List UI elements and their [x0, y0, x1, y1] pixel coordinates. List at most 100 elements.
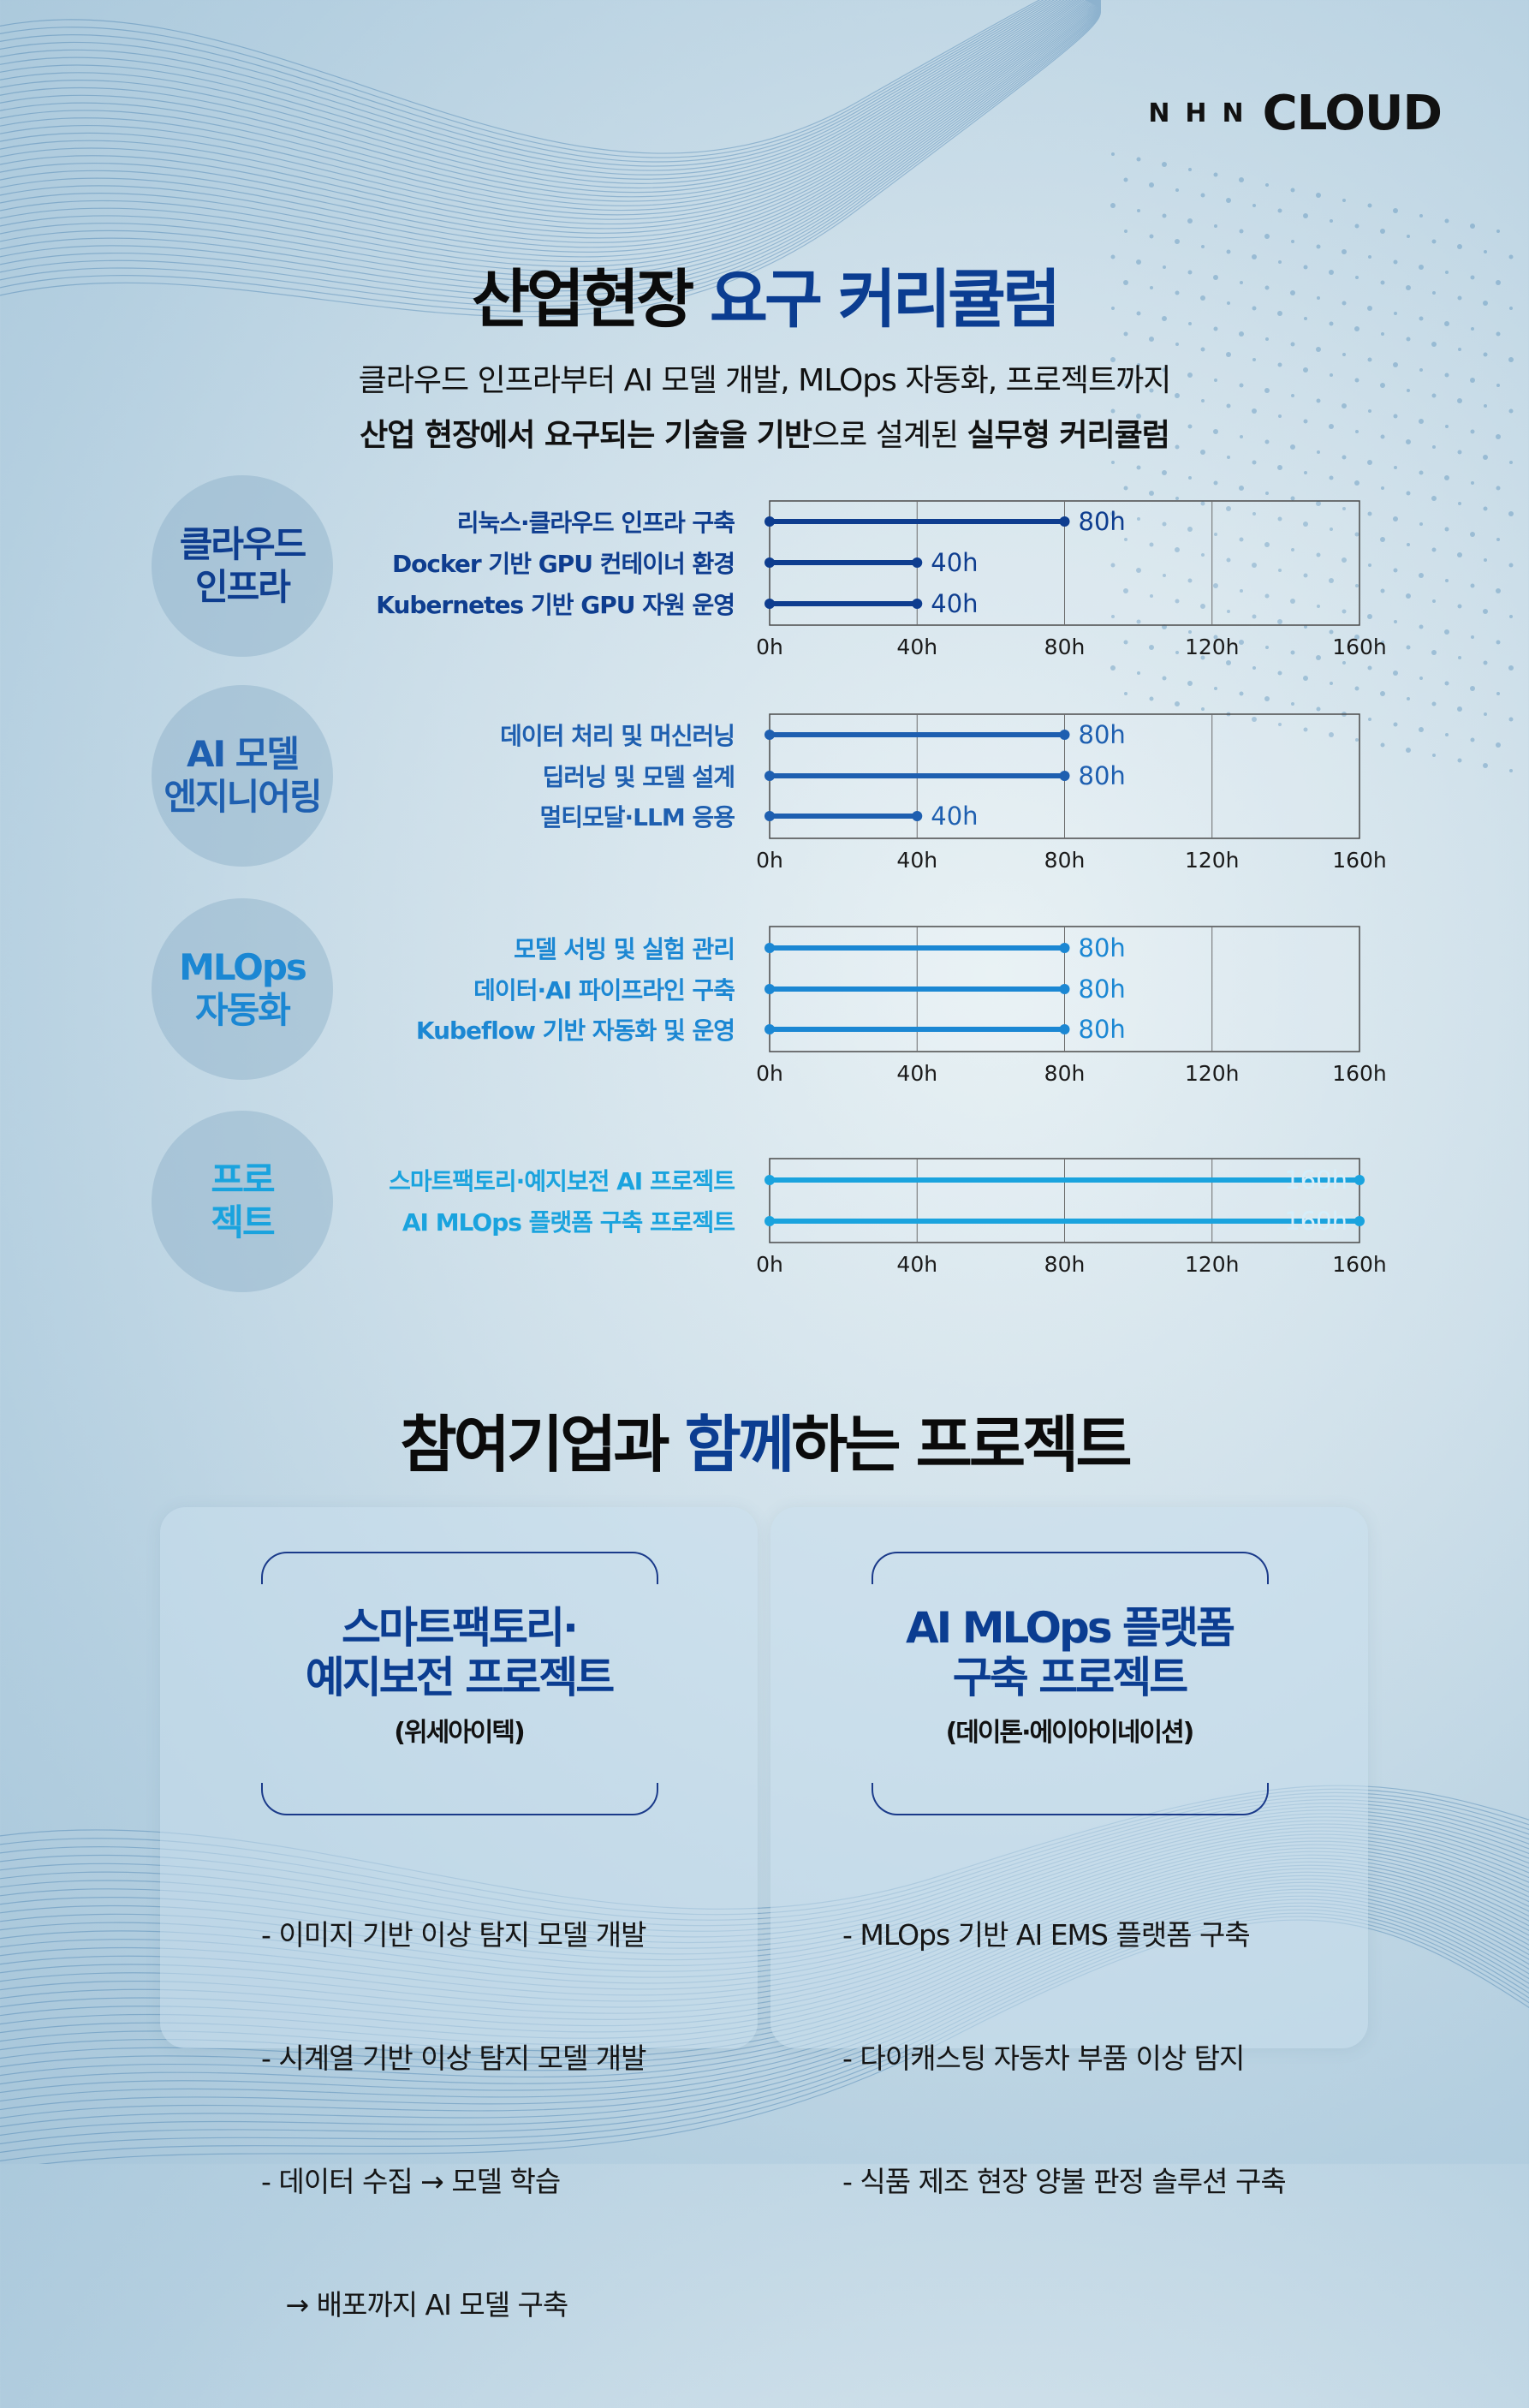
- intro-bold-1: 산업 현장에서 요구되는 기술을 기반: [360, 418, 812, 453]
- x-tick-label: 120h: [1185, 1061, 1240, 1086]
- card-bracket-top: [261, 1552, 658, 1584]
- bar-value-label: 40h: [931, 589, 978, 618]
- category-circle: 프로 젝트: [152, 1111, 333, 1292]
- list-item: → 배포까지 AI 모델 구축: [261, 2288, 568, 2322]
- project-card-company: (위세아이텍): [394, 1718, 525, 1748]
- x-tick-label: 80h: [1044, 635, 1086, 659]
- bar-end-dot: [912, 557, 923, 568]
- row-label: 모델 서빙 및 실험 관리: [514, 935, 735, 963]
- curriculum-intro: 클라우드 인프라부터 AI 모델 개발, MLOps 자동화, 프로젝트까지 산…: [0, 355, 1529, 455]
- category-circle: 클라우드 인프라: [152, 475, 333, 657]
- x-tick-label: 40h: [896, 1061, 937, 1086]
- row-label: AI MLOps 플랫폼 구축 프로젝트: [402, 1208, 735, 1237]
- x-tick-label: 0h: [756, 1061, 783, 1086]
- row-label: 스마트팩토리·예지보전 AI 프로젝트: [389, 1167, 735, 1195]
- curriculum-title-highlight: 요구 커리큘럼: [709, 263, 1061, 337]
- bar-start-dot: [764, 599, 775, 609]
- bar-end-dot: [1059, 771, 1070, 781]
- bar-end-dot: [1354, 1216, 1365, 1226]
- card-bracket-bottom: [261, 1783, 658, 1815]
- x-tick-label: 160h: [1332, 1061, 1387, 1086]
- bar-value-label: 80h: [1079, 507, 1126, 536]
- row-label: 데이터·AI 파이프라인 구축: [473, 976, 735, 1004]
- row-label: 리눅스·클라우드 인프라 구축: [456, 509, 735, 537]
- list-item: - 데이터 수집 → 모델 학습: [261, 2165, 561, 2198]
- bar-value-label: 80h: [1079, 720, 1126, 749]
- row-label: 데이터 처리 및 머신러닝: [500, 722, 735, 750]
- project-card-company: (데이톤·에이아이네이션): [945, 1718, 1195, 1748]
- x-tick-label: 0h: [756, 848, 783, 873]
- intro-bold-2: 실무형 커리큘럼: [967, 418, 1170, 453]
- logo-cloud-text: CLOUD: [1262, 86, 1443, 141]
- project-card-items: - 이미지 기반 이상 탐지 모델 개발 - 시계열 기반 이상 탐지 모델 개…: [261, 1833, 647, 2408]
- x-tick-label: 120h: [1185, 1252, 1240, 1277]
- x-tick-label: 0h: [756, 635, 783, 659]
- bar-end-dot: [912, 599, 923, 609]
- bar-end-dot: [1059, 984, 1070, 994]
- bar-start-dot: [764, 771, 775, 781]
- nhn-cloud-logo: NHN CLOUD: [1148, 86, 1443, 141]
- project-card-smart-factory: 스마트팩토리· 예지보전 프로젝트 (위세아이텍) - 이미지 기반 이상 탐지…: [160, 1507, 758, 2322]
- bar-start-dot: [764, 516, 775, 527]
- bar-start-dot: [764, 984, 775, 994]
- x-tick-label: 120h: [1185, 848, 1240, 873]
- projects-title-part1: 참여기업과: [400, 1409, 685, 1481]
- project-card-title: 스마트팩토리· 예지보전 프로젝트: [305, 1603, 615, 1702]
- bar-value-label: 80h: [1079, 1015, 1126, 1044]
- list-item: - 이미지 기반 이상 탐지 모델 개발: [261, 1918, 647, 1952]
- x-tick-label: 160h: [1332, 635, 1387, 659]
- bar-start-dot: [764, 943, 775, 953]
- list-item: - MLOps 기반 AI EMS 플랫폼 구축: [842, 1918, 1251, 1952]
- bar-end-dot: [1059, 730, 1070, 740]
- projects-title-highlight: 함께: [684, 1409, 795, 1481]
- list-item: - 다이캐스팅 자동차 부품 이상 탐지: [842, 2041, 1245, 2075]
- curriculum-title: 산업현장 요구 커리큘럼: [0, 248, 1529, 340]
- bar-end-dot: [1059, 943, 1070, 953]
- row-label: Kubeflow 기반 자동화 및 운영: [415, 1016, 735, 1045]
- card-bracket-top: [872, 1552, 1269, 1584]
- bar-value-label: 80h: [1079, 975, 1126, 1004]
- row-label: 딥러닝 및 모델 설계: [542, 763, 735, 791]
- bar-value-label: 160h: [1284, 1207, 1348, 1236]
- x-tick-label: 160h: [1332, 1252, 1387, 1277]
- bar-value-label: 80h: [1079, 761, 1126, 790]
- bar-start-dot: [764, 811, 775, 821]
- bar-value-label: 40h: [931, 548, 978, 577]
- intro-line-2: 산업 현장에서 요구되는 기술을 기반으로 설계된 실무형 커리큘럼: [0, 410, 1529, 455]
- x-tick-label: 40h: [896, 848, 937, 873]
- bar-end-dot: [1059, 1024, 1070, 1034]
- list-item: - 식품 제조 현장 양불 판정 솔루션 구축: [842, 2165, 1287, 2198]
- row-label: Kubernetes 기반 GPU 자원 운영: [376, 591, 735, 619]
- logo-nhn-text: NHN: [1148, 98, 1259, 128]
- x-tick-label: 160h: [1332, 848, 1387, 873]
- project-card-title: AI MLOps 플랫폼 구축 프로젝트: [905, 1603, 1235, 1702]
- bar-value-label: 40h: [931, 802, 978, 831]
- x-tick-label: 120h: [1185, 635, 1240, 659]
- intro-line-1: 클라우드 인프라부터 AI 모델 개발, MLOps 자동화, 프로젝트까지: [358, 363, 1172, 398]
- row-label: 멀티모달·LLM 응용: [539, 803, 735, 831]
- x-tick-label: 0h: [756, 1252, 783, 1277]
- bar-value-label: 160h: [1284, 1165, 1348, 1195]
- bar-value-label: 80h: [1079, 933, 1126, 963]
- category-circle: AI 모델 엔지니어링: [152, 685, 333, 867]
- x-tick-label: 40h: [896, 635, 937, 659]
- intro-text-1: 으로 설계된: [812, 418, 967, 453]
- bar-start-dot: [764, 1024, 775, 1034]
- curriculum-chart-svg: 0h 40h 80h 120h 160h 80h 40h 40h 0h 40h 80h 120h 160…: [756, 500, 1387, 1277]
- bar-end-dot: [912, 811, 923, 821]
- projects-title-part3: 하는 프로젝트: [791, 1409, 1133, 1481]
- project-card-mlops-platform: AI MLOps 플랫폼 구축 프로젝트 (데이톤·에이아이네이션) - MLO…: [770, 1507, 1368, 2198]
- card-bracket-bottom: [872, 1783, 1269, 1815]
- project-card-items: - MLOps 기반 AI EMS 플랫폼 구축 - 다이캐스팅 자동차 부품 …: [842, 1833, 1287, 2285]
- x-tick-label: 40h: [896, 1252, 937, 1277]
- x-tick-label: 80h: [1044, 848, 1086, 873]
- bar-end-dot: [1354, 1175, 1365, 1185]
- bar-start-dot: [764, 1175, 775, 1185]
- list-item: - 시계열 기반 이상 탐지 모델 개발: [261, 2041, 647, 2075]
- x-tick-label: 80h: [1044, 1252, 1086, 1277]
- category-circle: MLOps 자동화: [152, 898, 333, 1080]
- projects-title: 참여기업과 함께하는 프로젝트: [0, 1394, 1529, 1484]
- row-label: Docker 기반 GPU 컨테이너 환경: [391, 550, 735, 578]
- curriculum-title-plain: 산업현장: [471, 263, 710, 337]
- x-tick-label: 80h: [1044, 1061, 1086, 1086]
